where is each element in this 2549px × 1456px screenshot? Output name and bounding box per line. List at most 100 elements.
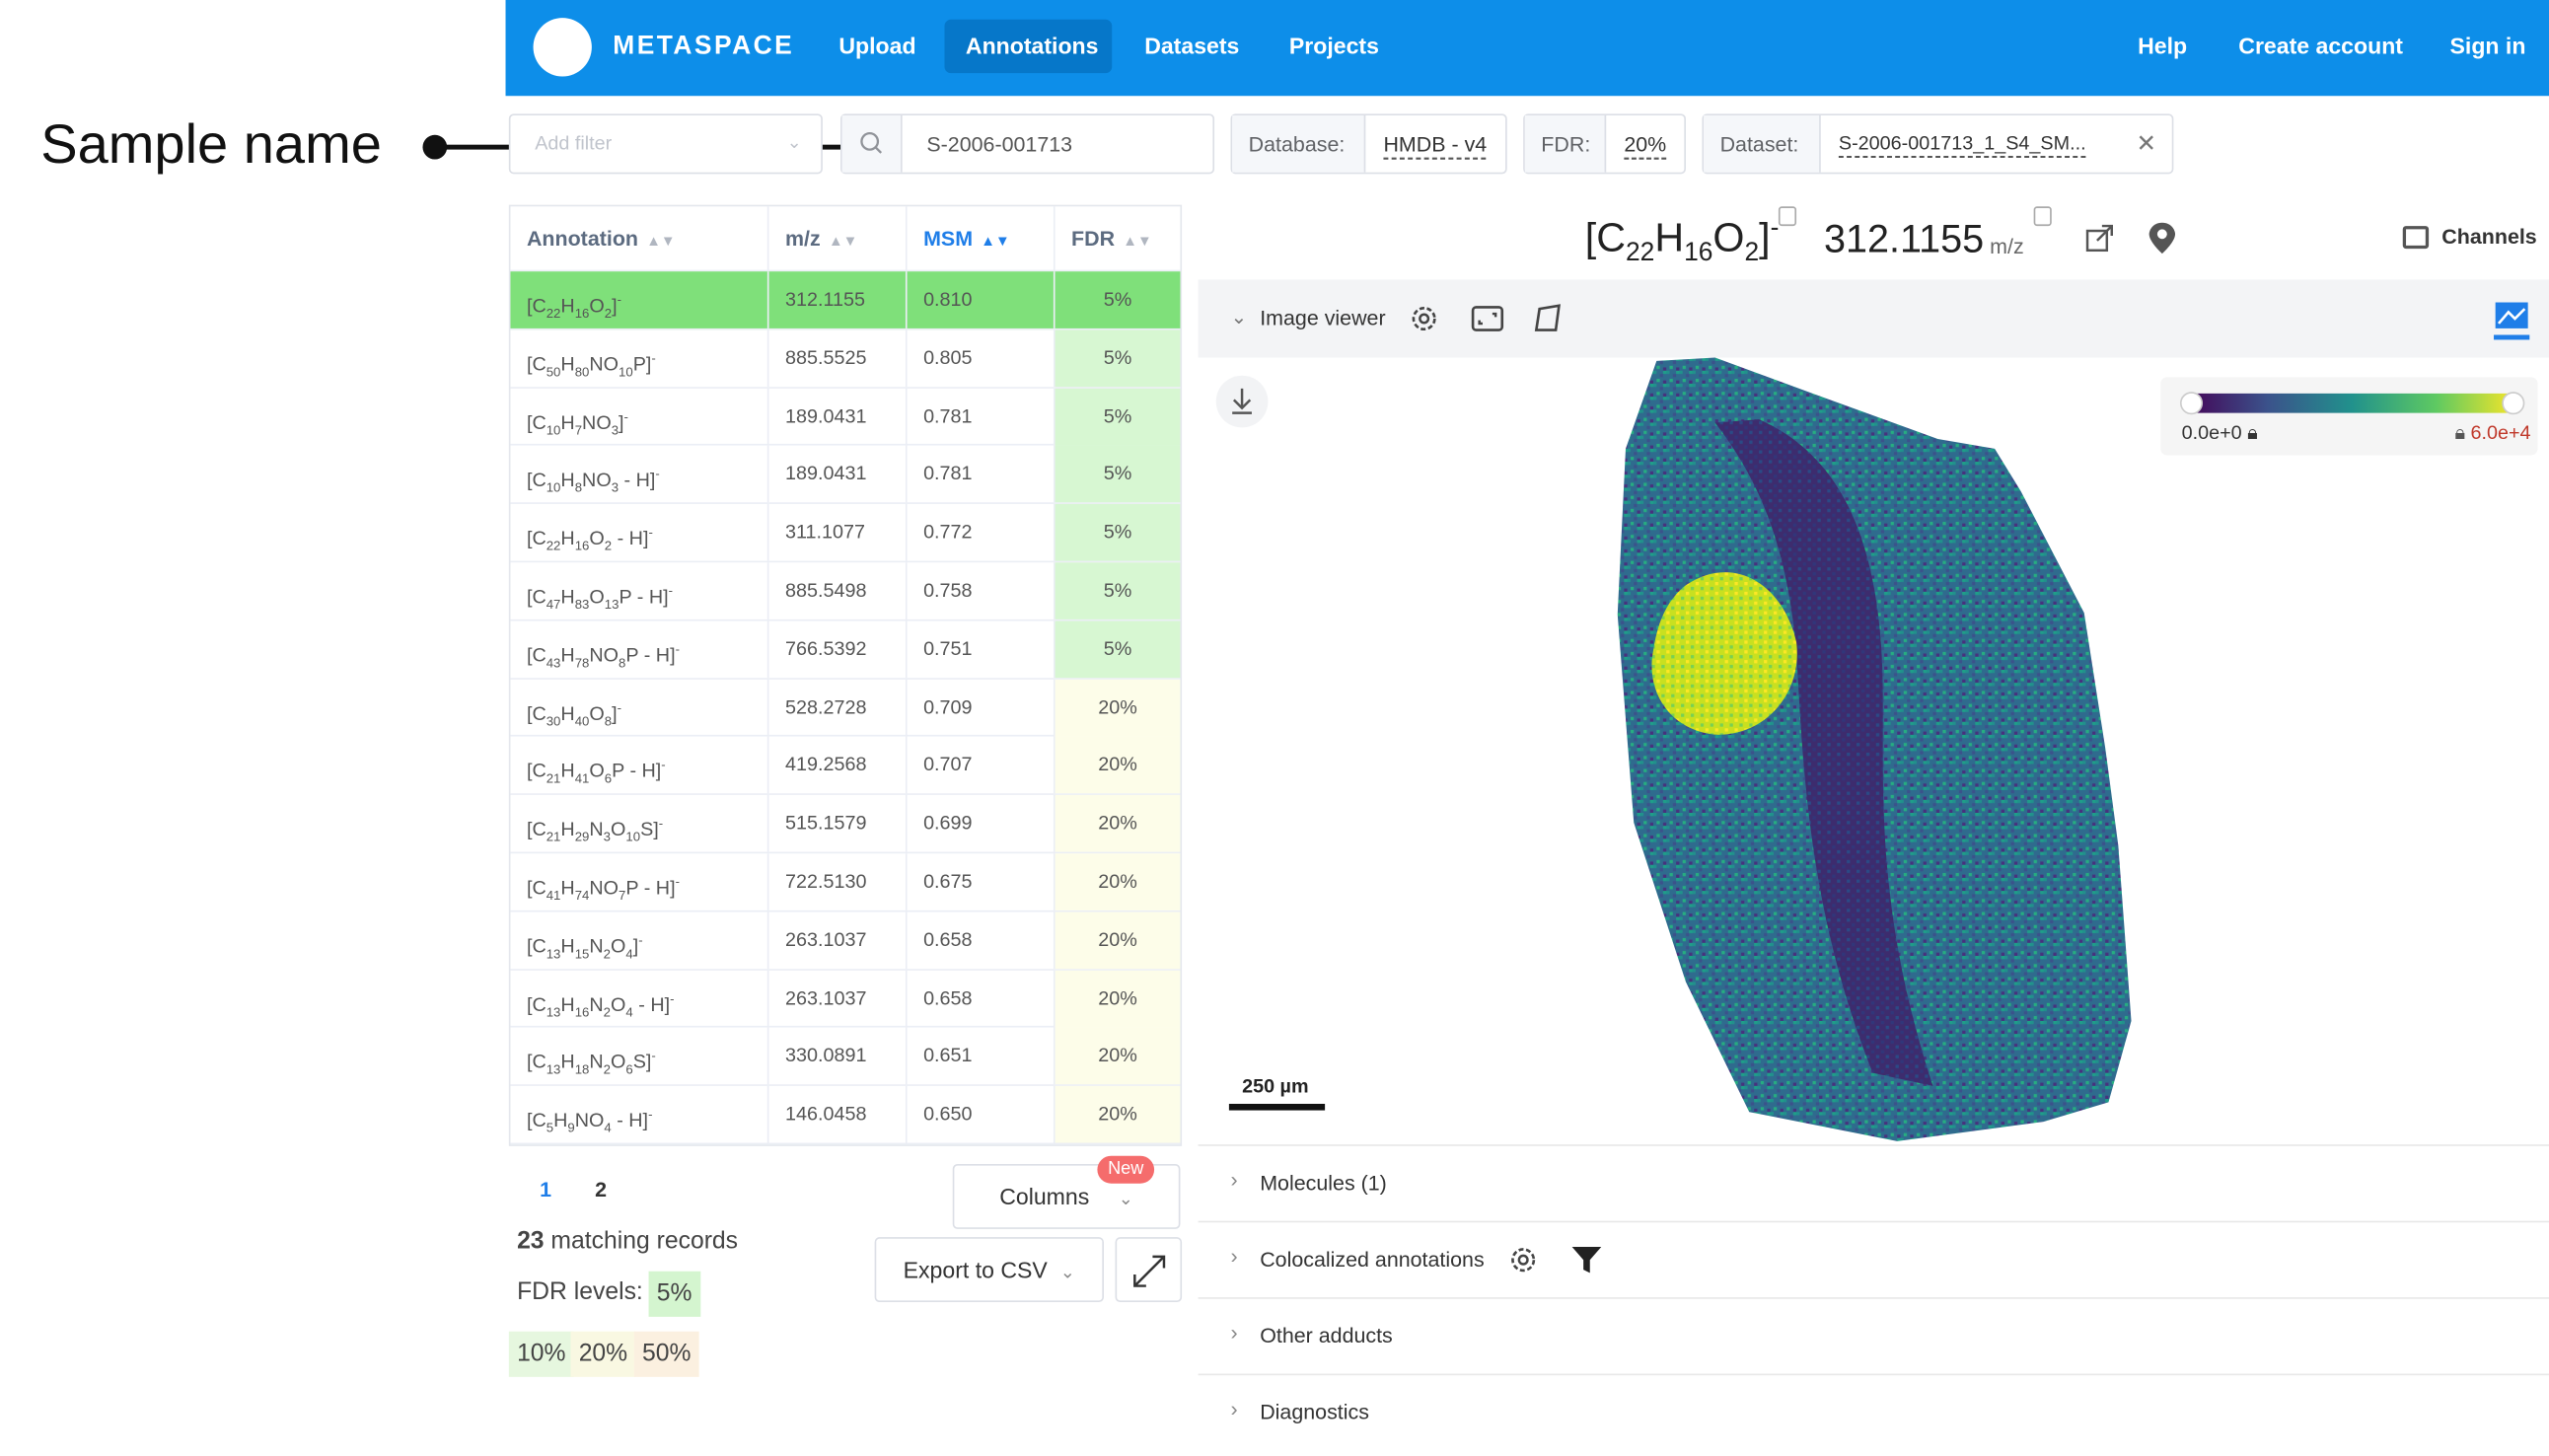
table-row[interactable]: [C30H40O8]- 528.2728 0.709 20% — [510, 679, 1181, 738]
filter-icon[interactable] — [1568, 1242, 1604, 1277]
lock-icon[interactable]: 🔒︎ — [2247, 420, 2258, 444]
add-filter-select[interactable]: Add filter ⌄ — [508, 113, 823, 175]
formula-text: N — [589, 818, 604, 841]
col-header-annotation[interactable]: Annotation ▲▼ — [510, 206, 769, 272]
dataset-value[interactable]: S-2006-001713_1_S4_SM... — [1838, 131, 2086, 155]
table-row[interactable]: [C22H16O2 - H]- 311.1077 0.772 5% — [510, 504, 1181, 563]
table-row[interactable]: [C10H8NO3 - H]- 189.0431 0.781 5% — [510, 446, 1181, 505]
mz-cell: 312.1155 — [769, 271, 908, 328]
table-row[interactable]: [C43H78NO8P - H]- 766.5392 0.751 5% — [510, 620, 1181, 680]
lock-icon[interactable]: 🔒︎ — [2454, 420, 2466, 444]
fullscreen-button[interactable] — [1115, 1237, 1183, 1303]
formula-subscript: 16 — [574, 539, 590, 554]
table-row[interactable]: [C10H7NO3]- 189.0431 0.781 5% — [510, 388, 1181, 447]
location-pin-icon[interactable] — [2146, 221, 2178, 256]
page-2[interactable]: 2 — [595, 1177, 608, 1201]
formula-subscript: 10 — [546, 422, 561, 438]
formula-text: [C — [526, 876, 546, 900]
close-icon[interactable]: ✕ — [2136, 129, 2157, 158]
table-row[interactable]: [C13H15N2O4]- 263.1037 0.658 20% — [510, 911, 1181, 971]
nav-help[interactable]: Help — [2138, 32, 2188, 59]
col-header-fdr[interactable]: FDR ▲▼ — [1055, 206, 1181, 272]
crop-frame-icon[interactable] — [1470, 303, 1505, 335]
metaspace-logo-icon[interactable] — [533, 18, 592, 77]
formula-text: [C — [526, 1051, 546, 1074]
nav-datasets[interactable]: Datasets — [1144, 32, 1240, 59]
records-suffix: matching records — [544, 1227, 739, 1256]
copy-mz-icon[interactable] — [2033, 206, 2052, 227]
formula-subscript: 13 — [546, 946, 561, 962]
formula-text: O — [611, 992, 626, 1016]
colorbar-max-handle[interactable] — [2502, 392, 2525, 415]
nav-projects[interactable]: Projects — [1288, 32, 1379, 59]
sort-icon[interactable]: ▲▼ — [646, 232, 676, 250]
table-row[interactable]: [C13H18N2O6S]- 330.0891 0.651 20% — [510, 1028, 1181, 1087]
chevron-right-icon: › — [1230, 1396, 1238, 1421]
annotation-cell: [C50H80NO10P]- — [510, 329, 769, 387]
col-header-mz[interactable]: m/z ▲▼ — [768, 206, 908, 272]
fdr-value[interactable]: 20% — [1624, 131, 1667, 157]
image-viewer-header[interactable] — [1198, 279, 2549, 358]
formula-subscript: 8 — [574, 480, 583, 496]
colorbar[interactable] — [2183, 393, 2520, 413]
search-filter[interactable]: S-2006-001713 — [840, 113, 1215, 175]
colorbar-min: 0.0e+0 🔒︎ — [2182, 421, 2258, 446]
database-value[interactable]: HMDB - v4 — [1383, 131, 1488, 157]
table-row[interactable]: [C50H80NO10P]- 885.5525 0.805 5% — [510, 329, 1181, 389]
formula-subscript: 4 — [625, 1004, 633, 1020]
external-link-icon[interactable] — [2084, 223, 2117, 255]
columns-button[interactable]: Columns ⌄ — [952, 1163, 1181, 1229]
gear-icon[interactable] — [1507, 1244, 1540, 1276]
formula-subscript: 16 — [574, 306, 590, 322]
database-filter[interactable]: Database: HMDB - v4 — [1230, 113, 1507, 175]
image-view-toggle-icon[interactable] — [2491, 298, 2533, 343]
formula-charge: - — [1770, 214, 1780, 243]
dataset-filter[interactable]: Dataset: S-2006-001713_1_S4_SM... ✕ — [1702, 113, 2174, 175]
section-colocalized[interactable]: › Colocalized annotations — [1198, 1220, 2549, 1297]
col-header-msm[interactable]: MSM ▲▼ — [907, 206, 1056, 272]
section-diagnostics[interactable]: › Diagnostics — [1198, 1373, 2549, 1456]
page-1[interactable]: 1 — [540, 1177, 552, 1201]
table-row[interactable]: [C21H29N3O10S]- 515.1579 0.699 20% — [510, 795, 1181, 854]
roi-polygon-icon[interactable] — [1530, 301, 1566, 336]
formula-subscript: 21 — [546, 771, 561, 787]
nav-annotations[interactable]: Annotations — [965, 32, 1099, 59]
annotation-cell: [C10H7NO3]- — [510, 388, 769, 445]
section-other-adducts[interactable]: › Other adducts — [1198, 1297, 2549, 1373]
logo-text[interactable]: METASPACE — [613, 32, 795, 60]
section-molecules[interactable]: › Molecules (1) — [1198, 1144, 2549, 1220]
copy-formula-icon[interactable] — [1778, 206, 1797, 227]
table-row[interactable]: [C47H83O13P - H]- 885.5498 0.758 5% — [510, 562, 1181, 621]
image-viewer-label[interactable]: Image viewer — [1260, 305, 1386, 330]
colorbar-min-handle[interactable] — [2179, 392, 2204, 415]
nav-create-account[interactable]: Create account — [2238, 32, 2404, 59]
nav-upload[interactable]: Upload — [838, 32, 916, 59]
search-input[interactable]: S-2006-001713 — [926, 131, 1073, 157]
msm-cell: 0.810 — [908, 271, 1056, 328]
formula-charge: - — [670, 990, 675, 1006]
table-row[interactable]: [C21H41O6P - H]- 419.2568 0.707 20% — [510, 737, 1181, 796]
fdr-level-10: 10% — [508, 1331, 574, 1377]
formula-text: [C — [526, 352, 546, 376]
sort-icon[interactable]: ▲▼ — [1123, 232, 1152, 250]
formula-text: H — [560, 876, 575, 900]
export-csv-button[interactable]: Export to CSV ⌄ — [874, 1237, 1104, 1303]
sort-icon[interactable]: ▲▼ — [981, 232, 1010, 250]
table-row[interactable]: [C5H9NO4 - H]- 146.0458 0.650 20% — [510, 1086, 1181, 1145]
fdr-filter[interactable]: FDR: 20% — [1523, 113, 1686, 175]
formula-subscript: 22 — [546, 539, 561, 554]
chevron-down-icon[interactable]: ⌄ — [1230, 305, 1248, 328]
table-row[interactable]: [C22H16O2]- 312.1155 0.810 5% — [510, 271, 1181, 330]
download-button[interactable] — [1215, 375, 1269, 428]
table-row[interactable]: [C41H74NO7P - H]- 722.5130 0.675 20% — [510, 853, 1181, 912]
export-label: Export to CSV — [903, 1256, 1048, 1283]
ion-image-viewer[interactable] — [1198, 357, 2549, 1145]
sort-icon[interactable]: ▲▼ — [828, 232, 858, 250]
table-row[interactable]: [C13H16N2O4 - H]- 263.1037 0.658 20% — [510, 970, 1181, 1029]
formula-subscript: 3 — [603, 830, 612, 845]
formula-text: O — [611, 934, 626, 958]
nav-sign-in[interactable]: Sign in — [2449, 32, 2526, 59]
gear-icon[interactable] — [1408, 303, 1440, 335]
header-label: FDR — [1071, 226, 1116, 251]
channels-button[interactable]: Channels — [2441, 224, 2537, 250]
